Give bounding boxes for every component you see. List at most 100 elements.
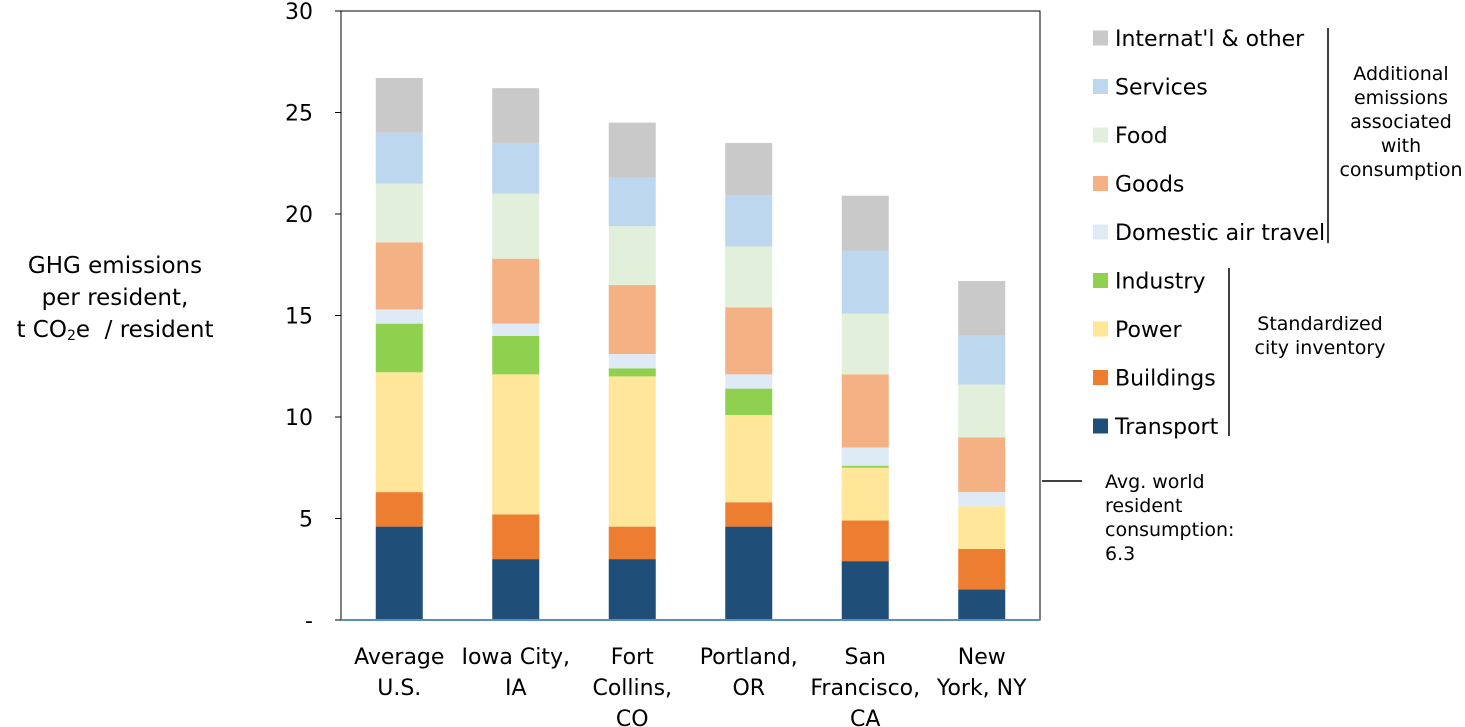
bar-segment-food — [725, 246, 773, 308]
x-tick-label-line: Portland, — [700, 645, 798, 670]
bar-segment-industry — [608, 368, 656, 377]
bar-segment-goods — [608, 285, 656, 355]
y-axis-unit-post: e / resident — [75, 317, 214, 343]
x-tick-label: New York, NY — [936, 645, 1027, 701]
bar-segment-transport — [958, 589, 1006, 620]
x-tick-label: Average U.S. — [354, 645, 444, 701]
x-tick-label-line: York, NY — [936, 676, 1027, 701]
x-tick-label-line: CO — [616, 707, 649, 727]
bar-segment-buildings — [375, 492, 423, 527]
reference-label-line: Avg. world — [1105, 471, 1205, 493]
bar-segment-buildings — [841, 520, 889, 562]
bar-segment-domestic-air-travel — [375, 309, 423, 324]
bar-segment-internat-l-other — [608, 122, 656, 178]
bar-segment-industry — [492, 335, 540, 375]
legend-group-label-line: emissions — [1354, 87, 1448, 109]
bar-segment-food — [841, 313, 889, 375]
legend-label-buildings: Buildings — [1115, 367, 1216, 392]
bar-segment-goods — [841, 374, 889, 448]
y-tick-label: 25 — [285, 102, 313, 127]
bar-segment-food — [492, 193, 540, 259]
bars-group — [375, 77, 1006, 620]
bar-segment-domestic-air-travel — [958, 492, 1006, 507]
bar-segment-goods — [958, 437, 1006, 493]
x-tick-label-line: San — [845, 645, 886, 670]
x-tick-label-line: New — [958, 645, 1006, 670]
legend-group: Internat'l & other Services Food Goods Domes… — [1093, 27, 1463, 440]
legend-label-domestic-air-travel: Domestic air travel — [1115, 221, 1325, 246]
x-tick-label-line: Collins, — [592, 676, 672, 701]
reference-label-line: 6.3 — [1105, 543, 1135, 565]
x-tick-label-line: U.S. — [377, 676, 421, 701]
bar-segment-food — [608, 226, 656, 286]
bar-segment-industry — [725, 388, 773, 415]
bar-segment-internat-l-other — [492, 88, 540, 143]
bar-segment-internat-l-other — [841, 195, 889, 251]
legend-group-label: Additional emissions associated with consump… — [1339, 63, 1462, 181]
bar-segment-domestic-air-travel — [725, 374, 773, 389]
bar-segment-food — [958, 384, 1006, 438]
bar-segment-transport — [375, 526, 423, 620]
bar-segment-transport — [608, 559, 656, 620]
x-tick-label-line: Francisco, — [810, 676, 920, 701]
x-tick-label-line: Fort — [611, 645, 654, 670]
legend-swatch-power — [1093, 321, 1108, 337]
legend-group-label-line: city inventory — [1255, 337, 1386, 359]
legend-group-label-line: Standardized — [1257, 313, 1382, 335]
legend-label-goods: Goods — [1115, 173, 1184, 198]
bar-segment-goods — [725, 307, 773, 375]
x-tick-label: San Francisco, CA — [810, 645, 920, 727]
x-tick-label: Portland, OR — [700, 645, 798, 701]
bar-segment-buildings — [492, 514, 540, 560]
y-tick-label: 30 — [285, 0, 313, 25]
x-tick-label-line: Average — [354, 645, 444, 670]
axes-group: Average U.S. Iowa City, IA Fort Collins, CO Por… — [285, 0, 1041, 727]
legend-label-power: Power — [1115, 318, 1182, 343]
bar-segment-transport — [725, 526, 773, 620]
y-tick-label: 20 — [285, 203, 313, 228]
legend-label-services: Services — [1115, 76, 1208, 101]
bar-segment-power — [958, 506, 1006, 549]
legend-label-internat-l-other: Internat'l & other — [1115, 27, 1305, 52]
bar-segment-buildings — [725, 502, 773, 527]
legend-group-label-line: consumption — [1339, 159, 1462, 181]
bar-segment-internat-l-other — [958, 280, 1006, 336]
bar-segment-industry — [375, 323, 423, 373]
bar-segment-power — [841, 467, 889, 521]
y-tick-label: 10 — [285, 406, 313, 431]
reference-label-line: resident — [1105, 495, 1183, 517]
bar-segment-goods — [492, 258, 540, 324]
bar-segment-transport — [492, 559, 540, 620]
bar-segment-transport — [841, 561, 889, 620]
y-axis-title: GHG emissions per resident, t CO2e / res… — [0, 250, 230, 352]
bar-segment-internat-l-other — [375, 77, 423, 133]
reference-label-line: consumption: — [1105, 519, 1234, 541]
bar-segment-domestic-air-travel — [608, 354, 656, 369]
bar-segment-services — [958, 335, 1006, 385]
y-tick-label: 5 — [299, 508, 313, 533]
legend-swatch-food — [1093, 127, 1108, 143]
y-tick-label: 15 — [285, 305, 313, 330]
reference-line-group: Avg. world resident consumption: 6.3 — [1042, 471, 1234, 565]
x-tick-label-line: OR — [732, 676, 765, 701]
bar-segment-food — [375, 183, 423, 243]
y-axis-title-line-2: per resident, — [41, 285, 189, 311]
bar-segment-goods — [375, 242, 423, 310]
bar-segment-buildings — [608, 526, 656, 560]
y-axis-title-line-1: GHG emissions — [27, 253, 203, 279]
bar-segment-domestic-air-travel — [492, 323, 540, 336]
x-tick-label-line: Iowa City, — [461, 645, 570, 670]
x-tick-label: Fort Collins, CO — [592, 645, 672, 727]
bar-segment-services — [608, 177, 656, 227]
bar-segment-power — [375, 372, 423, 493]
legend-swatch-internat-l-other — [1093, 30, 1108, 46]
bar-segment-industry — [841, 465, 889, 468]
legend-label-industry: Industry — [1115, 270, 1206, 295]
x-tick-label: Iowa City, IA — [461, 645, 570, 701]
plot-frame — [340, 10, 1041, 621]
bar-segment-services — [492, 142, 540, 194]
bar-segment-power — [608, 376, 656, 527]
bar-segment-power — [725, 414, 773, 503]
bar-segment-buildings — [958, 548, 1006, 590]
